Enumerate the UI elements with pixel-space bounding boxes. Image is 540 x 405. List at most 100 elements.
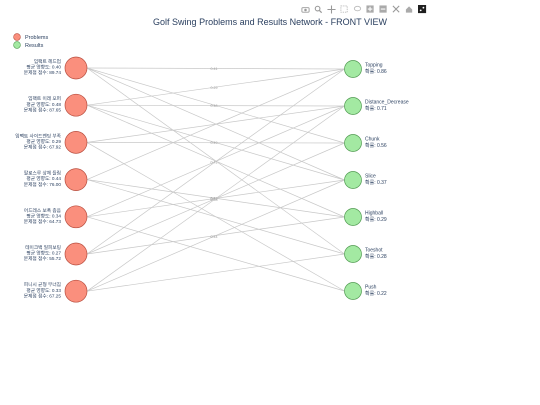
edge-line (86, 105, 345, 292)
edge-line (86, 68, 345, 255)
plotly-logo-button[interactable] (417, 4, 428, 15)
problem-node-stat: 평균 영향도: 0.48 (26, 101, 61, 107)
zoom-button[interactable] (313, 4, 324, 15)
problem-node-stat: 평균 영향도: 0.34 (26, 212, 61, 218)
modebar (300, 4, 428, 16)
problem-node-name: 임팩트 이래 오퍼 (28, 95, 61, 102)
result-node-marker[interactable] (344, 208, 362, 226)
problem-node-marker[interactable] (64, 242, 88, 266)
zoom-out-icon (379, 5, 387, 13)
lasso-icon (353, 5, 362, 12)
result-node-prob: 확률: 0.29 (365, 216, 387, 223)
problem-node-name: 임팩트 사이드벤딩 부족 (15, 132, 61, 139)
edge-line (86, 253, 345, 292)
problem-node-name: 어드레스 보폭 좁음 (24, 207, 62, 214)
result-node-name: Chunk (365, 137, 380, 143)
problem-node-stat: 문제점 점수: 89.74 (24, 69, 62, 76)
result-node-marker[interactable] (344, 60, 362, 78)
zoom-out-button[interactable] (378, 4, 389, 15)
problem-node-marker[interactable] (64, 168, 88, 191)
autoscale-icon (392, 5, 400, 13)
box-select-icon (340, 5, 348, 13)
edge-label: 0.48 (211, 104, 218, 108)
result-node-name: Slice (365, 174, 376, 180)
autoscale-button[interactable] (391, 4, 402, 15)
problem-node-stat: 평균 영향도: 0.27 (26, 250, 61, 256)
edge-line (86, 179, 345, 292)
problem-node-stat: 문제점 점수: 64.73 (24, 218, 62, 225)
problem-node-stat: 평균 영향도: 0.29 (26, 138, 61, 144)
problem-node-stat: 문제점 점수: 67.92 (24, 144, 62, 151)
problem-node-name: 테이크백 일피보팅 (25, 244, 61, 251)
home-icon (405, 6, 413, 13)
home-button[interactable] (404, 4, 415, 15)
problem-node-marker[interactable] (64, 93, 88, 117)
result-node-prob: 확률: 0.37 (365, 179, 387, 186)
problem-node-stat: 문제점 점수: 55.72 (24, 255, 62, 262)
result-node-prob: 확률: 0.22 (365, 290, 387, 297)
edge-line (86, 68, 345, 180)
legend: Problems Results (13, 33, 48, 49)
box-select-button[interactable] (339, 4, 350, 15)
result-node-marker[interactable] (344, 134, 362, 152)
problem-node-stat: 문제점 점수: 87.65 (24, 106, 62, 113)
legend-marker-results (13, 41, 21, 49)
problem-node-name: 팔로스루 상체 들림 (24, 170, 61, 177)
result-node-name: Toeshot (365, 248, 383, 254)
result-node-name: Topping (365, 63, 383, 69)
pan-icon (327, 5, 336, 14)
legend-label-problems: Problems (25, 35, 48, 41)
result-node-prob: 확률: 0.56 (365, 142, 387, 149)
edge-line (86, 179, 345, 255)
camera-icon (301, 7, 310, 13)
lasso-button[interactable] (352, 4, 363, 15)
problem-node-stat: 평균 영향도: 0.44 (26, 175, 61, 181)
result-node-name: Highball (365, 211, 383, 217)
problem-node-name: 임팩트 헤드업 (34, 58, 61, 65)
zoom-in-icon (366, 5, 374, 13)
result-node-marker[interactable] (344, 282, 362, 300)
result-node-marker[interactable] (344, 97, 362, 115)
pan-button[interactable] (326, 4, 337, 15)
edge-line (86, 67, 345, 70)
problem-node-stat: 평균 영향도: 0.33 (26, 287, 61, 293)
camera-button[interactable] (300, 4, 311, 15)
plotly-logo-icon (418, 5, 427, 14)
zoom-in-button[interactable] (365, 4, 376, 15)
edge-line (86, 104, 345, 107)
legend-label-results: Results (25, 43, 44, 49)
result-node-name: Distance_Decrease (365, 100, 409, 106)
problem-node-stat: 문제점 점수: 76.00 (24, 181, 62, 188)
problem-node-stat: 평균 영향도: 0.40 (26, 64, 61, 70)
problem-node-marker[interactable] (64, 279, 88, 303)
edge-label: 0.29 (211, 86, 218, 90)
edge-label: 0.49 (211, 141, 218, 145)
result-node-marker[interactable] (344, 171, 362, 189)
problem-node-name: 피니시 균형 무너짐 (24, 281, 61, 288)
zoom-icon (314, 5, 323, 14)
result-node-name: Push (365, 285, 377, 291)
problem-node-marker[interactable] (64, 56, 88, 80)
edge-line (86, 142, 345, 144)
problem-node-marker[interactable] (64, 131, 88, 154)
problem-node-marker[interactable] (64, 205, 88, 229)
chart-title: Golf Swing Problems and Results Network … (153, 17, 387, 27)
legend-marker-problems (13, 33, 21, 41)
edge-line (86, 68, 345, 106)
result-node-marker[interactable] (344, 245, 362, 263)
